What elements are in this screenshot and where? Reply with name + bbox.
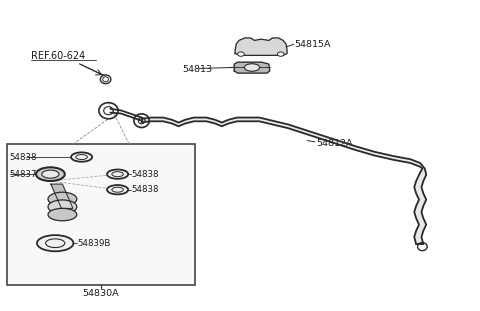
Text: REF.60-624: REF.60-624 xyxy=(31,51,85,61)
Text: 54839B: 54839B xyxy=(78,239,111,248)
Ellipse shape xyxy=(48,192,77,206)
Ellipse shape xyxy=(244,64,260,71)
Polygon shape xyxy=(235,38,287,55)
Polygon shape xyxy=(51,184,73,208)
Text: 54838: 54838 xyxy=(10,153,37,161)
Ellipse shape xyxy=(48,208,77,221)
Text: 54830A: 54830A xyxy=(83,289,120,298)
Ellipse shape xyxy=(48,200,77,214)
Ellipse shape xyxy=(107,169,128,179)
Ellipse shape xyxy=(42,170,59,178)
Text: 54838: 54838 xyxy=(132,170,159,179)
Ellipse shape xyxy=(37,235,73,251)
Ellipse shape xyxy=(277,52,284,56)
Ellipse shape xyxy=(107,185,128,194)
Ellipse shape xyxy=(238,52,244,56)
Text: 54815A: 54815A xyxy=(294,40,331,49)
Text: 54813: 54813 xyxy=(182,65,213,73)
Ellipse shape xyxy=(71,152,92,162)
Bar xyxy=(7,144,195,285)
Text: 54837B: 54837B xyxy=(10,170,43,179)
Polygon shape xyxy=(234,62,270,73)
Polygon shape xyxy=(142,118,426,244)
Text: 54812A: 54812A xyxy=(316,139,352,147)
Text: 54838: 54838 xyxy=(132,185,159,194)
Ellipse shape xyxy=(36,167,65,181)
